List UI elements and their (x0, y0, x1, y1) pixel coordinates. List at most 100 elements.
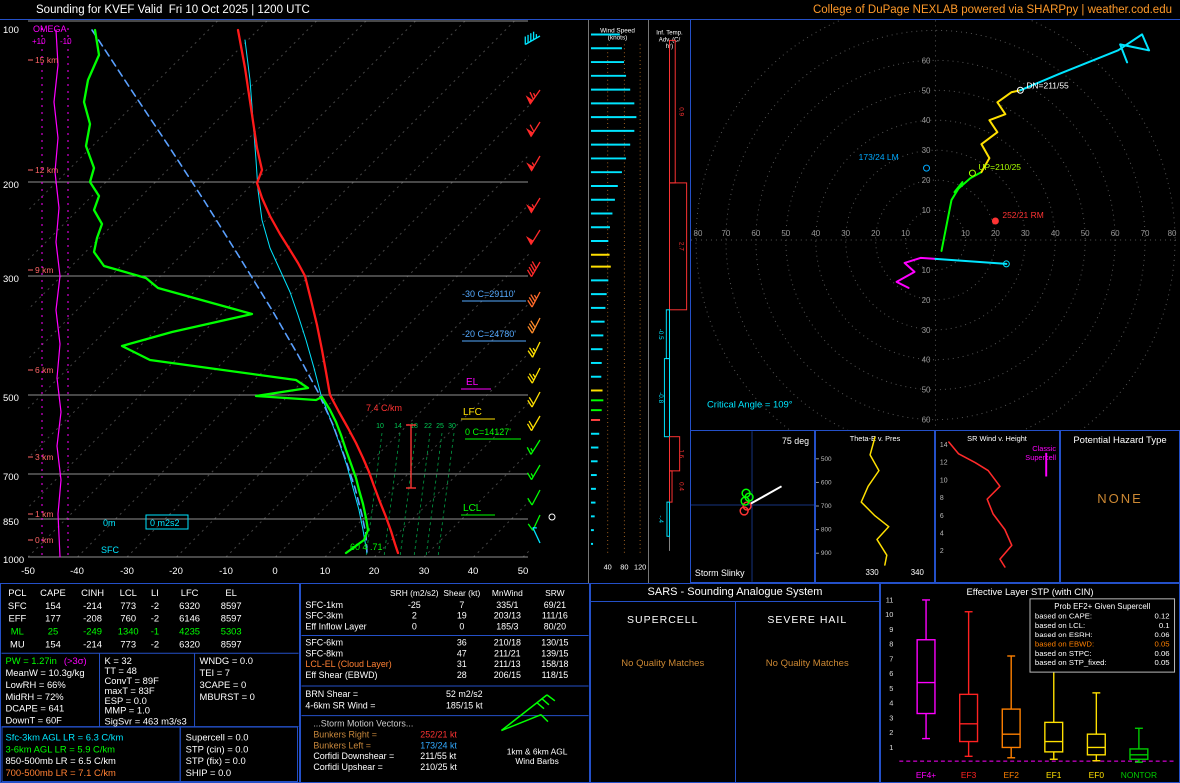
skewt-annotation: 0 C=14127' (465, 427, 511, 437)
kine-row-label: SFC-8km (305, 648, 343, 658)
composite-box (179, 726, 299, 782)
thermo-index: SigSvr = 463 m3/s3 (104, 716, 186, 727)
wind-barb (525, 229, 541, 246)
thermodynamics-panel: PCL CAPE CINH LCL LI LFC EL SFC 154 -214 773 -2 6320… (0, 583, 300, 783)
line (531, 341, 541, 358)
line (531, 291, 541, 308)
storm-motion-label: Corfidi Downshear = (313, 751, 394, 761)
line (530, 439, 541, 455)
storm-motion-header: ...Storm Motion Vectors... (313, 719, 413, 729)
classic-supercell-label: Supercell (1025, 453, 1056, 462)
thetae-x-label: 340 (911, 568, 925, 577)
composite-index: Supercell = 0.0 (186, 731, 249, 742)
sars-column-header: SUPERCELL (627, 614, 699, 626)
skewt-annotation: 60 4 .71 (350, 542, 383, 552)
kine-cell: 0 (459, 622, 464, 632)
barb-tick (526, 472, 533, 481)
hodo-ring-label: 70 (1141, 229, 1150, 238)
kine-row-label: Eff Shear (EBWD) (305, 670, 377, 680)
hodo-ring-label: 20 (922, 176, 931, 185)
storm-slinky-chart: 75 deg Storm Slinky (691, 431, 814, 582)
stp-y-label: 7 (889, 654, 893, 663)
hodo-ring-label: 10 (901, 229, 910, 238)
mixing-ratio-label: 18 (410, 423, 418, 430)
stp-y-label: 9 (889, 625, 893, 634)
wind-barb (525, 121, 541, 138)
thermodynamics-table: PCL CAPE CINH LCL LI LFC EL SFC 154 -214 773 -2 6320… (1, 587, 299, 782)
skewt-annotation: 7.4 C/km (366, 403, 402, 413)
wind-barb (526, 439, 541, 455)
thetae-p-label: 900 (821, 550, 832, 557)
mixing-ratio-label: 22 (424, 423, 432, 430)
sars-columns: SUPERCELL No Quality Matches SEVERE HAIL No… (591, 602, 879, 782)
skewt-annotation: EL (466, 377, 479, 388)
panel-title: Inf. Temp. (656, 31, 683, 37)
brand-link[interactable]: College of DuPage NEXLAB powered via SHA… (812, 3, 1172, 16)
adv-bar (669, 436, 681, 472)
line (530, 261, 541, 278)
pressure-label: 850 (3, 517, 19, 528)
barb-halftick (533, 294, 538, 299)
speed-axis-label: 120 (634, 562, 646, 571)
slinky-vector (749, 485, 783, 505)
critical-angle-label: Critical Angle = 109° (707, 400, 793, 411)
parcel-cell: -214 (83, 600, 102, 611)
adv-bar (669, 470, 673, 503)
panel-title: SR Wind v. Height (967, 434, 1027, 443)
kine-row-label: Eff Inflow Layer (305, 622, 366, 632)
kine-cell: 335/1 (496, 600, 518, 610)
barb-tick (528, 397, 535, 405)
isotherm-line (374, 401, 529, 558)
adv-value-label: -0.8 (657, 392, 664, 403)
sars-column-header: SEVERE HAIL (767, 614, 848, 626)
stp-category-label: EF2 (1003, 770, 1019, 780)
parcel-col-header: LI (151, 587, 159, 598)
parcel-cell: 1340 (118, 625, 139, 636)
stp-box (1044, 721, 1064, 753)
mixing-ratio-line (425, 432, 443, 558)
line (536, 702, 545, 710)
srwind-y-label: 2 (940, 548, 944, 555)
parcel-col-header: LFC (181, 587, 199, 598)
line (530, 415, 541, 432)
srwind-y-label: 12 (940, 460, 948, 467)
stp-legend-value: 0.06 (1155, 630, 1170, 639)
parcel-cell: 760 (120, 613, 136, 624)
barb-halftick (531, 162, 535, 167)
barb-tick (527, 523, 534, 531)
hodo-marker (923, 164, 931, 172)
hodo-ring-label: 50 (922, 386, 931, 395)
isotherm-line (28, 20, 417, 410)
parcel-cell: 154 (45, 600, 61, 611)
barb-pennant (525, 95, 534, 105)
hodo-ring-label: 60 (751, 229, 760, 238)
pw-anomaly: (>3σ) (64, 655, 87, 666)
parcel-cell: 154 (45, 638, 61, 649)
stp-y-label: 1 (889, 743, 893, 752)
parcel-col-header: LCL (120, 587, 137, 598)
wind-barb (526, 155, 541, 172)
title-bar: Sounding for KVEF Valid Fri 10 Oct 2025 … (0, 0, 1180, 20)
kine-cell: 211/21 (494, 648, 521, 658)
temperature-tick-label: -30 (120, 566, 134, 577)
wind-barb (524, 31, 541, 46)
composite-index: STP (cin) = 0.0 (186, 743, 249, 754)
hodograph-panel: 80 70 60 50 40 30 20 10 10 20 30 40 50 60 70 80 60 50 40 30… (690, 20, 1180, 430)
kine-col-header: SRW (545, 588, 565, 598)
height-label: 3 km (35, 452, 53, 462)
storm-motion-value: 252/21 kt (420, 729, 457, 739)
hodo-marker-label: 252/21 RM (1002, 210, 1043, 220)
barb-tick (529, 124, 535, 133)
theta-e-panel: Theta-E v. Pres 500 600 700 800 900 330 340 (815, 430, 935, 583)
barb-pennant (526, 162, 535, 172)
height-label: 15 km (35, 55, 58, 65)
storm-motion-label: Bunkers Right = (313, 729, 377, 739)
barb-tick (527, 399, 533, 408)
thermo-index: WNDG = 0.0 (199, 655, 253, 666)
parcel-col-header: EL (225, 587, 237, 598)
wind-barb (526, 464, 541, 481)
line (532, 527, 541, 544)
skewt-annotation: LCL (463, 503, 482, 514)
mixing-ratio-line (383, 432, 401, 558)
hodo-ring-label: 30 (922, 146, 931, 155)
